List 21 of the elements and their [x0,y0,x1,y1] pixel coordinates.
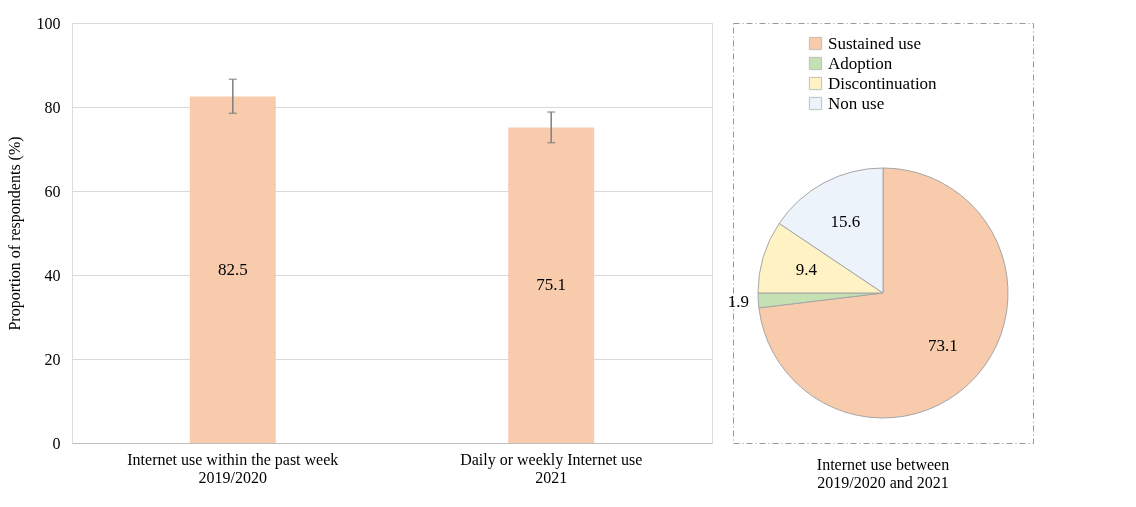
legend-label: Non use [828,93,885,113]
legend-label: Sustained use [828,33,922,53]
y-tick-label: 40 [44,266,61,284]
y-tick-label: 0 [52,434,61,452]
data-label: 82.5 [217,259,248,279]
data-label: 75.1 [536,275,567,295]
text: Internet use between 2019/2020 and 2021 [816,456,950,491]
x-tick-label: Internet use within the past week 2019/2020 [127,450,339,486]
legend-label: Adoption [828,53,893,73]
x-tick-label: Daily or weekly Internet use 2021 [460,450,643,486]
data-label: 1.9 [727,291,749,311]
y-tick-label: 20 [44,350,61,368]
pie-slice [758,167,1009,419]
y-axis-title: Proportion of respondents (%) [5,136,24,331]
y-tick-label: 60 [44,182,61,200]
y-tick-label: 80 [44,98,61,116]
data-label: 15.6 [830,212,861,232]
data-label: 9.4 [795,259,818,279]
data-label: 73.1 [927,336,958,356]
legend-label: Discontinuation [828,73,938,93]
y-tick-label: 100 [36,14,61,32]
